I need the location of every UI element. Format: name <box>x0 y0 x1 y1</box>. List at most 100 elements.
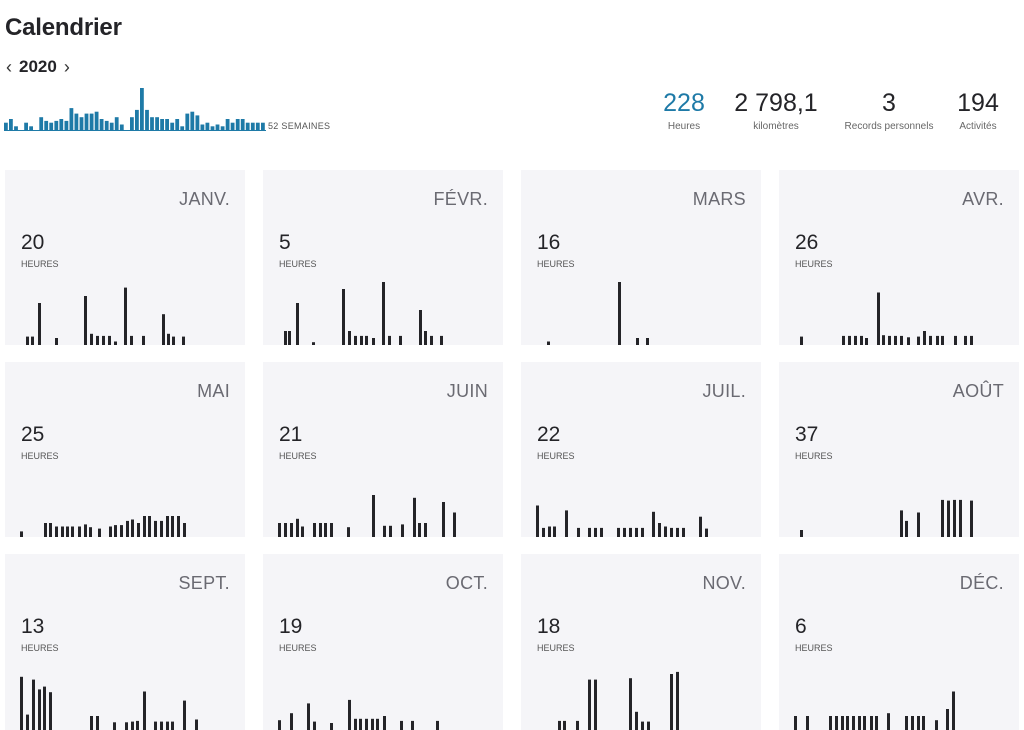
month-card[interactable]: AOÛT 37 HEURES <box>779 362 1019 537</box>
daily-bar <box>166 721 169 730</box>
daily-bar <box>558 720 561 730</box>
weekly-bar <box>84 113 89 130</box>
daily-bar <box>894 335 897 345</box>
daily-bar <box>120 525 123 537</box>
daily-bar <box>835 716 838 730</box>
month-card[interactable]: JUIN 21 HEURES <box>263 362 503 537</box>
daily-bar <box>90 333 93 345</box>
daily-bar <box>109 526 112 537</box>
daily-bar <box>20 531 23 537</box>
month-card[interactable]: MAI 25 HEURES <box>5 362 245 537</box>
month-card[interactable]: OCT. 19 HEURES <box>263 554 503 730</box>
month-hours-label: HEURES <box>279 643 317 653</box>
daily-bar <box>922 716 925 730</box>
chevron-left-icon[interactable]: ‹ <box>6 56 12 77</box>
daily-bar <box>617 527 620 537</box>
daily-bar <box>84 296 87 345</box>
daily-bar <box>646 338 649 345</box>
page-title: Calendrier <box>5 14 122 41</box>
daily-bar <box>542 527 545 537</box>
daily-bar <box>588 527 591 537</box>
weekly-bar <box>39 117 44 130</box>
daily-bar <box>941 335 944 345</box>
chevron-right-icon[interactable]: › <box>63 56 70 77</box>
month-hours-value: 26 <box>795 231 819 254</box>
month-name: JUIN <box>446 381 488 401</box>
month-hours-label: HEURES <box>21 643 59 653</box>
daily-bar <box>49 523 52 537</box>
daily-bar <box>858 716 861 730</box>
stat-activities: 194 Activités <box>948 88 1008 132</box>
month-name: MAI <box>197 381 230 401</box>
month-name: AOÛT <box>952 381 1004 401</box>
daily-bar <box>360 335 363 345</box>
daily-bar <box>413 497 416 537</box>
daily-bar <box>577 527 580 537</box>
daily-bar <box>636 338 639 345</box>
weekly-bar <box>250 122 255 130</box>
daily-bar <box>419 310 422 345</box>
daily-bar <box>354 335 357 345</box>
daily-bar <box>348 331 351 345</box>
daily-bar <box>66 526 69 537</box>
daily-bar <box>935 720 938 730</box>
daily-bar <box>705 528 708 537</box>
daily-bar <box>917 512 920 537</box>
daily-bar <box>126 520 129 537</box>
weekly-bar <box>99 119 104 130</box>
daily-bar <box>290 713 293 730</box>
month-hours-value: 5 <box>279 231 291 254</box>
daily-bar <box>806 716 809 730</box>
daily-bar <box>130 335 133 345</box>
month-card[interactable]: MARS 16 HEURES <box>521 170 761 345</box>
month-card[interactable]: JUIL. 22 HEURES <box>521 362 761 537</box>
daily-bar <box>424 523 427 537</box>
weekly-baseline <box>4 130 266 131</box>
month-name: DÉC. <box>959 573 1004 593</box>
daily-bar <box>699 516 702 537</box>
daily-bar <box>536 505 539 537</box>
daily-bar <box>324 523 327 537</box>
weekly-bar <box>9 119 13 130</box>
month-daily-chart <box>794 691 955 730</box>
month-card[interactable]: FÉVR. 5 HEURES <box>263 170 503 345</box>
weekly-bar <box>54 120 59 130</box>
weekly-bar <box>175 119 180 130</box>
weekly-bar <box>145 109 149 130</box>
month-hours-value: 16 <box>537 231 561 254</box>
month-card[interactable]: JANV. 20 HEURES <box>5 170 245 345</box>
daily-bar <box>548 526 551 537</box>
stat-distance-value: 2 798,1 <box>734 89 818 117</box>
daily-bar <box>296 518 299 537</box>
month-hours-value: 19 <box>279 615 303 638</box>
daily-bar <box>647 721 650 730</box>
daily-bar <box>307 703 310 730</box>
daily-bar <box>882 335 885 345</box>
month-card[interactable]: DÉC. 6 HEURES <box>779 554 1019 730</box>
weekly-chart-label: 52 SEMAINES <box>268 121 331 131</box>
month-card[interactable]: SEPT. 13 HEURES <box>5 554 245 730</box>
month-card[interactable]: AVR. 26 HEURES <box>779 170 1019 345</box>
daily-bar <box>160 721 163 730</box>
daily-bar <box>652 511 655 537</box>
month-card[interactable]: NOV. 18 HEURES <box>521 554 761 730</box>
daily-bar <box>313 721 316 730</box>
weekly-bar <box>29 126 33 130</box>
daily-bar <box>171 721 174 730</box>
weekly-bar <box>4 122 8 130</box>
daily-bar <box>442 502 445 537</box>
daily-bar <box>38 689 41 730</box>
weekly-bar <box>255 122 260 130</box>
year-label: 2020 <box>19 57 57 76</box>
daily-bar <box>347 527 350 537</box>
daily-bar <box>131 721 134 730</box>
weekly-bar <box>104 120 109 130</box>
daily-bar <box>430 335 433 345</box>
daily-bar <box>108 335 111 345</box>
daily-bar <box>794 716 797 730</box>
daily-bar <box>399 335 402 345</box>
daily-bar <box>166 516 169 537</box>
daily-bar <box>90 716 93 730</box>
daily-bar <box>842 335 845 345</box>
daily-bar <box>900 510 903 537</box>
